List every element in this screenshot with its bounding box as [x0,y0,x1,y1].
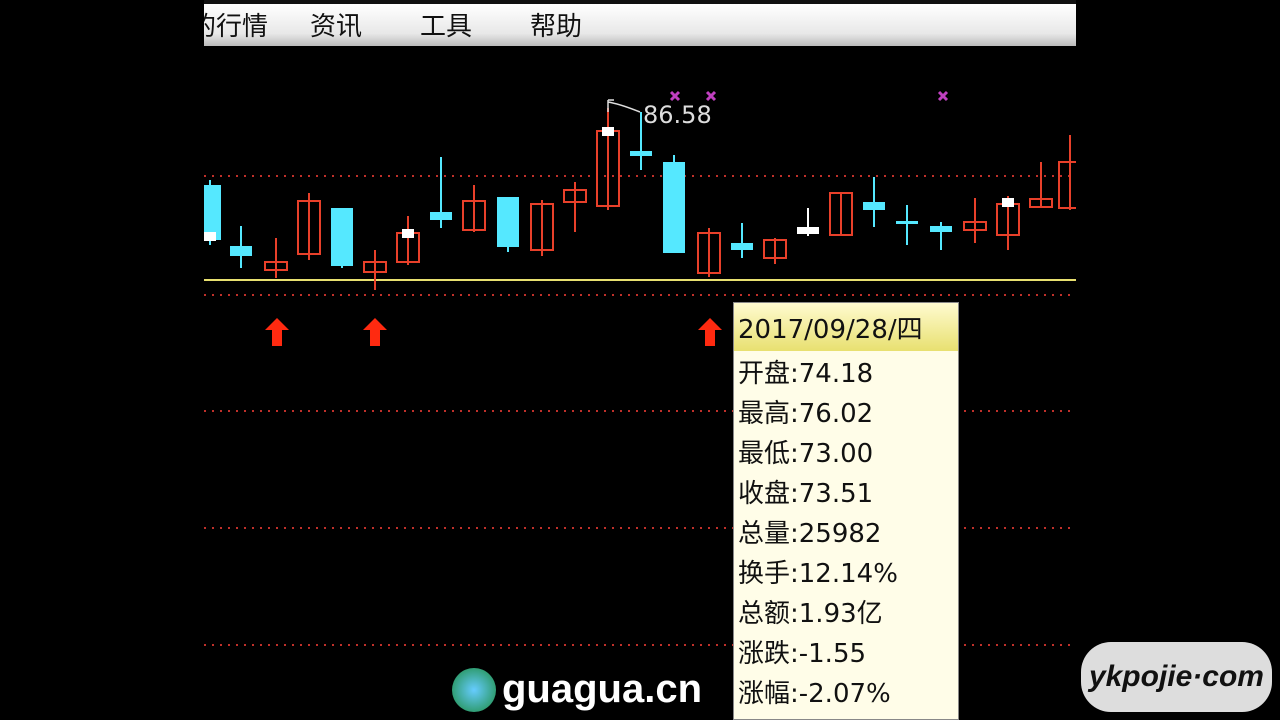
candle-body [829,192,853,236]
candle-body [230,246,252,256]
high-pointer [607,99,641,113]
menu-bar: 的行情 资讯 工具 帮助 [204,0,1076,46]
tooltip-line: 总量:25982 [738,519,882,549]
highlight-square [204,232,216,241]
candle-body [663,162,685,253]
menu-market-label: 行情 [216,12,269,42]
menu-tools[interactable]: 工具 [420,12,473,42]
highlight-square [602,127,614,136]
menu-market[interactable]: 的行情 [204,6,268,43]
candle-body [763,239,787,259]
tooltip-line: 总额:1.93亿 [738,599,883,629]
candle-body [297,200,321,255]
tooltip-date: 2017/09/28/四 [734,303,958,351]
x-marker-icon [937,90,949,102]
buy-arrow-icon [265,318,289,346]
candle-body [363,261,387,273]
candle-body [264,261,288,271]
candle-body [630,151,652,156]
menu-help[interactable]: 帮助 [530,12,583,42]
menu-news[interactable]: 资讯 [310,12,363,42]
candlestick-chart[interactable]: 86.58 [204,46,1076,720]
candle-body [863,202,885,210]
tooltip-line: 涨幅:-2.07% [738,679,891,709]
tooltip-line: 开盘:74.18 [738,359,874,389]
candle-body [430,212,452,220]
candle-body [797,227,819,234]
menu-partial-prefix: 的 [204,6,216,43]
buy-arrow-icon [363,318,387,346]
candle-body [963,221,987,231]
candle-body [731,243,753,250]
candle-body [497,197,519,247]
guagua-watermark: guagua.cn [502,667,703,711]
guagua-logo-icon [452,668,496,712]
candle-body [930,226,952,232]
ykpojie-watermark: ykpojie·com [1080,642,1272,712]
candle-body [204,185,221,240]
tooltip-line: 换手:12.14% [738,559,898,589]
tooltip-line: 收盘:73.51 [738,479,874,509]
candle-body [462,200,486,231]
tooltip-line: 最低:73.00 [738,439,874,469]
candle-body [896,221,918,224]
candle-body [1058,161,1076,209]
candle-body [563,189,587,203]
buy-arrow-icon [698,318,722,346]
candle-info-tooltip: 2017/09/28/四 开盘:74.18 最高:76.02 最低:73.00 收盘:… [733,302,959,720]
candle-body [1029,198,1053,208]
x-marker-icon [705,90,717,102]
candle-body [331,208,353,266]
candle-body [530,203,554,251]
x-marker-icon [669,90,681,102]
high-price-label: 86.58 [643,101,712,129]
highlight-square [402,229,414,238]
tooltip-line: 涨跌:-1.55 [738,639,867,669]
candle-body [697,232,721,274]
highlight-square [1002,198,1014,207]
tooltip-line: 最高:76.02 [738,399,874,429]
